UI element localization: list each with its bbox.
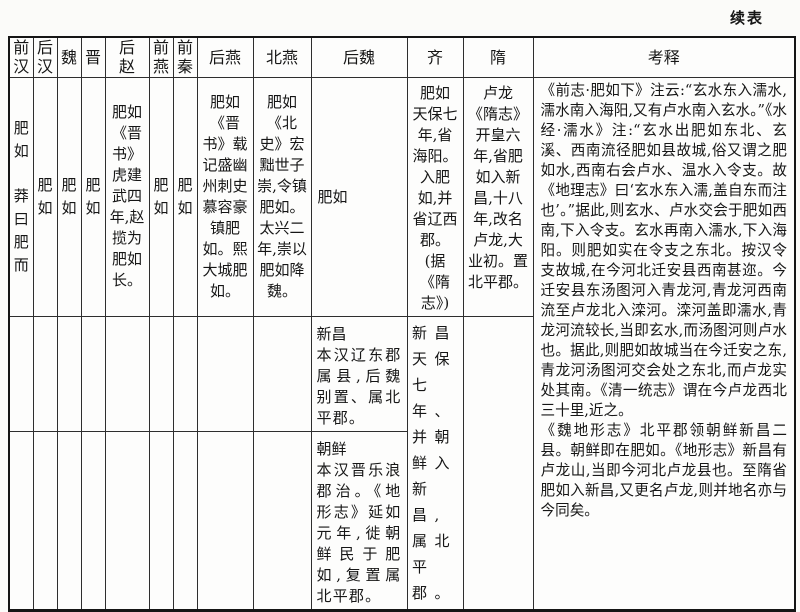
- col-header-qianyan-label: 前燕: [152, 38, 169, 77]
- col-header-houhan: 后汉: [32, 36, 58, 78]
- col-header-houwei: 后魏: [310, 36, 408, 78]
- cell-r2r3-sui-empty: [462, 315, 534, 611]
- cell-empty: [148, 430, 174, 611]
- cell-empty: [104, 430, 150, 611]
- place-commentary: 本汉辽东郡属县,后魏别置、属北平郡。: [316, 345, 402, 427]
- cell-r1-houzhao: 肥如 《晋书》虎建武四年,赵揽为肥如长。: [104, 76, 150, 317]
- cell-empty: [104, 315, 150, 432]
- kaoshi-paragraph-1: 《前志·肥如下》注云:“玄水东入濡水,濡水南入海阳,又有卢水南入玄水。”《水经·…: [540, 81, 788, 419]
- cell-r1-houwei: 肥如: [310, 76, 408, 317]
- cell-empty: [172, 430, 198, 611]
- col-header-qianyan: 前燕: [148, 36, 174, 78]
- cell-empty: [196, 430, 254, 611]
- cell-empty: [8, 315, 34, 432]
- col-header-houzhao-label: 后赵: [118, 38, 135, 77]
- place-note: 莽曰肥而: [13, 186, 29, 274]
- cell-empty: [32, 430, 58, 611]
- cell-r1-sui: 卢龙 《隋志》开皇六年,省肥如入新昌,十八年,改名卢龙,大业初。置北平郡。: [462, 76, 534, 317]
- place-commentary: 《晋书》载记盛幽州刺史慕容豪镇肥如。熙大城肥如。: [202, 113, 248, 300]
- place-name: 肥如: [209, 92, 240, 111]
- kaoshi-paragraph-2: 《魏地形志》北平郡领朝鲜新昌二县。朝鲜即在肥如。《地形志》新昌有卢龙山,当即今河…: [540, 421, 788, 519]
- col-header-qianhan-label: 前汉: [13, 38, 30, 77]
- col-header-qi: 齐: [406, 36, 464, 78]
- cell-r1-houhan: 肥如: [32, 76, 58, 317]
- cell-r1-qianqin: 肥如: [172, 76, 198, 317]
- cell-empty: [56, 315, 82, 432]
- place-name: 肥如: [177, 175, 193, 217]
- cell-empty: [252, 315, 312, 432]
- place-name: 肥如: [13, 118, 29, 160]
- place-name: 肥如: [85, 175, 101, 217]
- col-header-houzhao: 后赵: [104, 36, 150, 78]
- cell-r1-jin: 肥如: [80, 76, 106, 317]
- cell-r1-qianyan: 肥如: [148, 76, 174, 317]
- cell-kaoshi-commentary: 《前志·肥如下》注云:“玄水东入濡水,濡水南入海阳,又有卢水南入玄水。”《水经·…: [532, 76, 796, 611]
- cell-r1-wei: 肥如: [56, 76, 82, 317]
- col-header-jin: 晋: [80, 36, 106, 78]
- place-commentary: 《隋志》开皇六年,省肥如入新昌,十八年,改名卢龙,大业初。置北平郡。: [467, 104, 528, 291]
- cell-empty: [148, 315, 174, 432]
- cell-empty: [8, 430, 34, 611]
- cell-r1-beiyan: 肥如 《北史》宏黜世子崇,令镇肥如。太兴二年,崇以肥如降魏。: [252, 76, 312, 317]
- table-row-xinchang: 新昌 本汉辽东郡属县,后魏别置、属北平郡。 新昌天保七年、并朝鲜入新昌,属北平郡…: [8, 315, 795, 611]
- col-header-sui: 隋: [462, 36, 534, 78]
- cell-empty: [32, 315, 58, 432]
- cell-r1-houyan: 肥如 《晋书》载记盛幽州刺史慕容豪镇肥如。熙大城肥如。: [196, 76, 254, 317]
- continued-table-label: 续表: [729, 9, 764, 27]
- col-header-qianqin-label: 前秦: [176, 38, 193, 77]
- cell-r3-houwei: 朝鲜 本汉晋乐浪郡治。《地形志》延如元年,徙朝鲜民于肥如,复置属北平郡。: [310, 430, 408, 611]
- cell-empty: [56, 430, 82, 611]
- place-name: 肥如: [153, 175, 169, 217]
- col-header-houyan: 后燕: [196, 36, 254, 78]
- cell-r1-qi: 肥如 天保七年,省海阳。入肥如,并省辽西郡。(据《隋志》): [406, 76, 464, 317]
- col-header-wei: 魏: [56, 36, 82, 78]
- cell-r2-houwei: 新昌 本汉辽东郡属县,后魏别置、属北平郡。: [310, 315, 408, 432]
- place-commentary: 新昌天保七年、并朝鲜入新昌,属北平郡。: [412, 323, 458, 602]
- cell-empty: [80, 315, 106, 432]
- place-name: 肥如: [61, 175, 77, 217]
- col-header-qianhan: 前汉: [8, 36, 34, 78]
- table-row-feiru: 肥如 莽曰肥而 肥如 肥如 肥如 肥如 《晋书》虎建武四年,赵揽为肥如长。 肥如: [8, 76, 796, 611]
- qianhan-entry: 肥如 莽曰肥而: [10, 117, 33, 277]
- cell-r1-qianhan: 肥如 莽曰肥而: [8, 76, 34, 317]
- place-commentary: 《北史》宏黜世子崇,令镇肥如。太兴二年,崇以肥如降魏。: [257, 113, 307, 300]
- col-header-beiyan: 北燕: [252, 36, 312, 78]
- cell-empty: [80, 430, 106, 611]
- place-name: 肥如: [317, 188, 348, 206]
- col-header-kaoshi: 考释: [532, 36, 796, 78]
- place-name: 肥如: [266, 92, 297, 111]
- cell-empty: [252, 430, 312, 611]
- cell-empty: [196, 315, 254, 432]
- place-name: 朝鲜: [316, 439, 347, 458]
- place-name-history-table: 前汉 后汉 魏 晋 后赵 前燕 前秦 后燕 北燕 后魏 齐 隋 考释 肥如 莽曰…: [8, 36, 796, 612]
- place-name: 肥如: [419, 83, 450, 102]
- header-row: 前汉 后汉 魏 晋 后赵 前燕 前秦 后燕 北燕 后魏 齐 隋 考释: [8, 36, 796, 78]
- cell-empty: [172, 315, 198, 432]
- col-header-houhan-label: 后汉: [36, 38, 53, 77]
- place-name: 肥如: [37, 175, 53, 217]
- place-commentary: 天保七年,省海阳。入肥如,并省辽西郡。(据《隋志》): [412, 104, 458, 312]
- place-commentary: 本汉晋乐浪郡治。《地形志》延如元年,徙朝鲜民于肥如,复置属北平郡。: [316, 460, 402, 605]
- cell-r2r3-qi: 新昌天保七年、并朝鲜入新昌,属北平郡。: [406, 315, 464, 611]
- place-name: 肥如: [111, 103, 142, 121]
- place-name: 卢龙: [482, 83, 513, 102]
- place-name: 新昌: [316, 324, 347, 343]
- col-header-qianqin: 前秦: [172, 36, 198, 78]
- place-commentary: 《晋书》虎建武四年,赵揽为肥如长。: [109, 124, 145, 289]
